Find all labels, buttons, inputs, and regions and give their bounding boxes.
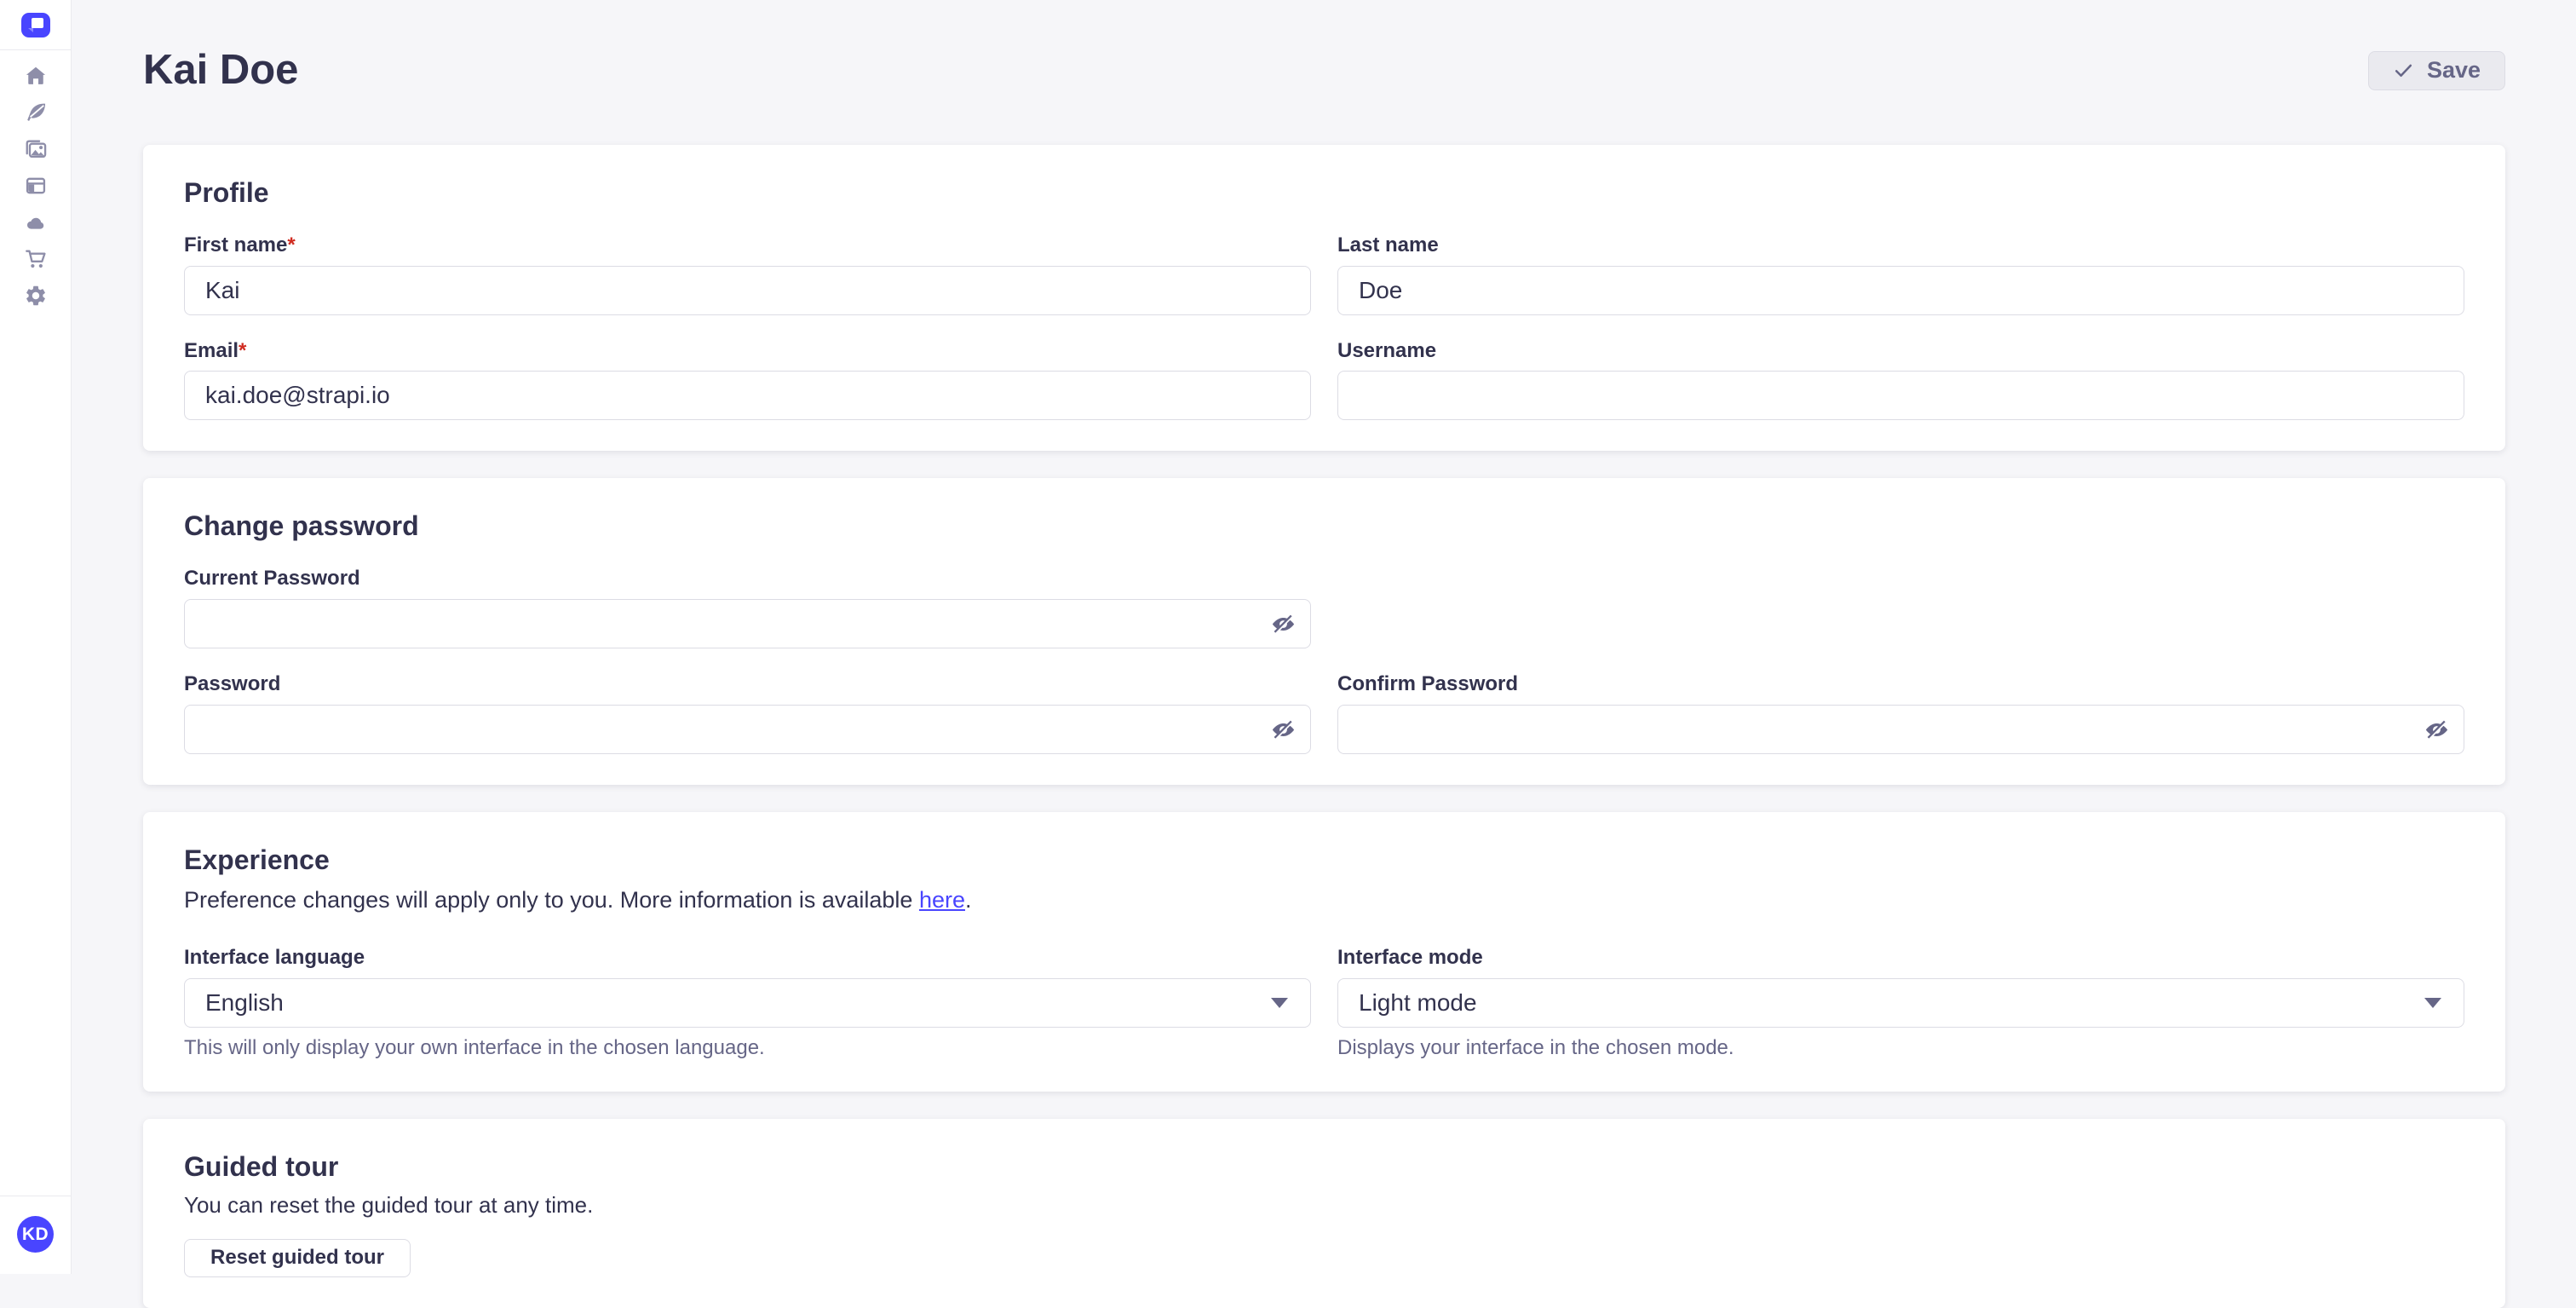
sidebar-item-content-type-builder[interactable] (12, 169, 60, 203)
grid-spacer (1337, 567, 2464, 648)
interface-mode-select[interactable]: Light mode (1337, 978, 2464, 1028)
first-name-field: First name* (184, 233, 1311, 315)
page-header: Kai Doe Save (143, 0, 2505, 94)
sidebar-item-media-library[interactable] (12, 132, 60, 166)
interface-mode-value: Light mode (1359, 989, 1477, 1017)
sidebar-divider-top (0, 49, 72, 50)
save-button-label: Save (2427, 57, 2481, 84)
page-title: Kai Doe (143, 48, 298, 94)
sidebar-nav (12, 59, 60, 313)
interface-mode-label: Interface mode (1337, 946, 2464, 971)
more-information-link[interactable]: here (919, 887, 965, 913)
reset-guided-tour-button[interactable]: Reset guided tour (184, 1239, 411, 1277)
home-icon (24, 64, 48, 88)
interface-language-field: Interface language English This will onl… (184, 946, 1311, 1061)
layout-icon (24, 174, 48, 198)
caret-down-icon (1271, 998, 1288, 1008)
check-icon (2393, 60, 2414, 81)
current-password-field: Current Password (184, 567, 1311, 648)
strapi-logo[interactable] (21, 13, 50, 37)
interface-language-hint: This will only display your own interfac… (184, 1036, 1311, 1061)
feather-icon (24, 101, 48, 124)
email-field: Email* (184, 339, 1311, 421)
experience-description: Preference changes will apply only to yo… (184, 885, 2464, 915)
toggle-current-password-visibility-button[interactable] (1260, 603, 1306, 644)
last-name-field: Last name (1337, 233, 2464, 315)
sidebar-item-settings[interactable] (12, 279, 60, 313)
guided-tour-section: Guided tour You can reset the guided tou… (143, 1119, 2505, 1308)
experience-section: Experience Preference changes will apply… (143, 812, 2505, 1092)
confirm-password-field: Confirm Password (1337, 672, 2464, 754)
interface-mode-field: Interface mode Light mode Displays your … (1337, 946, 2464, 1061)
username-input[interactable] (1337, 371, 2464, 420)
toggle-password-visibility-button[interactable] (1260, 709, 1306, 750)
cart-icon (24, 247, 48, 271)
experience-section-title: Experience (184, 843, 2464, 877)
experience-grid: Interface language English This will onl… (184, 946, 2464, 1061)
avatar[interactable]: KD (17, 1216, 54, 1253)
guided-tour-section-title: Guided tour (184, 1150, 2464, 1184)
sidebar-item-marketplace[interactable] (12, 242, 60, 276)
last-name-label: Last name (1337, 233, 2464, 258)
first-name-label: First name* (184, 233, 1311, 258)
confirm-password-label: Confirm Password (1337, 672, 2464, 697)
gear-icon (24, 284, 48, 308)
password-label: Password (184, 672, 1311, 697)
save-button[interactable]: Save (2368, 51, 2505, 90)
eye-off-icon (1270, 611, 1297, 637)
change-password-grid: Current Password Password (184, 567, 2464, 754)
interface-language-label: Interface language (184, 946, 1311, 971)
cloud-icon (24, 210, 48, 234)
eye-off-icon (2424, 717, 2450, 743)
images-icon (24, 137, 48, 161)
sidebar: KD (0, 0, 72, 1274)
interface-language-select[interactable]: English (184, 978, 1311, 1028)
profile-section-title: Profile (184, 176, 2464, 210)
current-password-input[interactable] (184, 599, 1311, 648)
sidebar-item-cloud[interactable] (12, 205, 60, 239)
username-field: Username (1337, 339, 2464, 421)
toggle-confirm-password-visibility-button[interactable] (2413, 709, 2459, 750)
sidebar-footer: KD (0, 1196, 71, 1274)
interface-mode-hint: Displays your interface in the chosen mo… (1337, 1036, 2464, 1061)
eye-off-icon (1270, 717, 1297, 743)
strapi-logo-icon (28, 18, 43, 32)
sidebar-item-content-manager[interactable] (12, 95, 60, 130)
required-mark: * (287, 233, 295, 256)
first-name-input[interactable] (184, 266, 1311, 315)
main-content: Kai Doe Save Profile First name* Last na… (72, 0, 2576, 1308)
email-input[interactable] (184, 371, 1311, 420)
caret-down-icon (2424, 998, 2441, 1008)
password-field: Password (184, 672, 1311, 754)
current-password-label: Current Password (184, 567, 1311, 591)
confirm-password-input[interactable] (1337, 705, 2464, 754)
required-mark: * (239, 339, 246, 362)
email-label: Email* (184, 339, 1311, 364)
profile-grid: First name* Last name Email* Username (184, 233, 2464, 421)
last-name-input[interactable] (1337, 266, 2464, 315)
username-label: Username (1337, 339, 2464, 364)
password-input[interactable] (184, 705, 1311, 754)
change-password-section: Change password Current Password (143, 478, 2505, 785)
change-password-section-title: Change password (184, 509, 2464, 543)
profile-section: Profile First name* Last name Email* Use… (143, 145, 2505, 452)
guided-tour-description: You can reset the guided tour at any tim… (184, 1192, 2464, 1219)
sidebar-item-home[interactable] (12, 59, 60, 93)
interface-language-value: English (205, 989, 284, 1017)
